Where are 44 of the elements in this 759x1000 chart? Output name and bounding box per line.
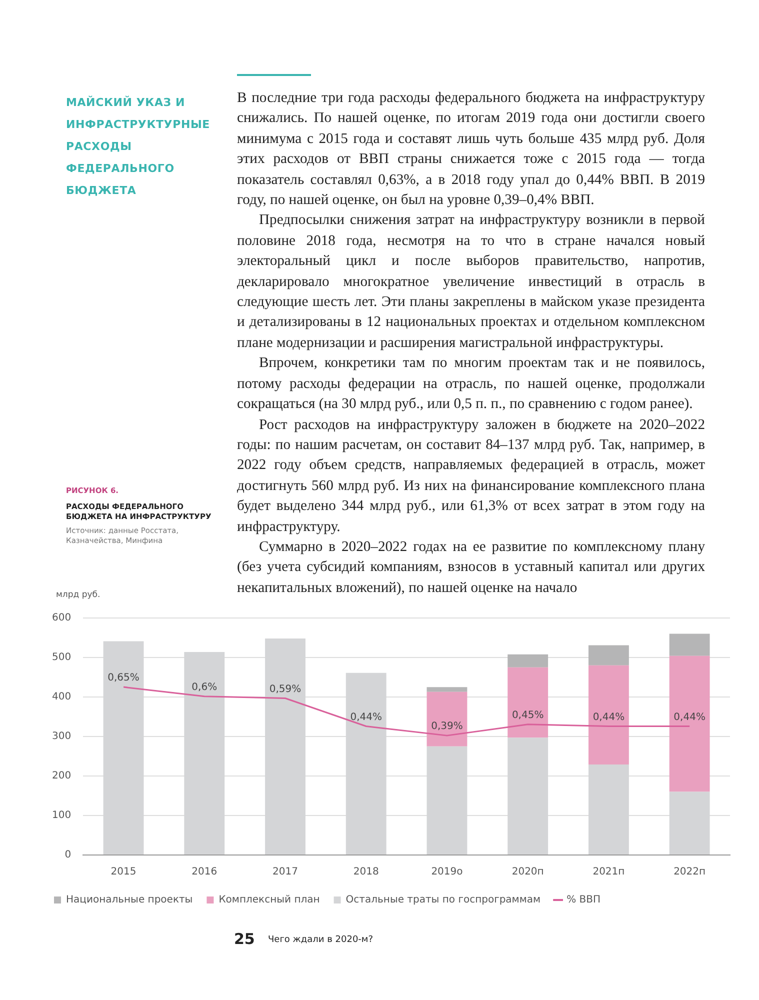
bar bbox=[426, 687, 468, 692]
bar bbox=[588, 645, 629, 666]
x-tick-label: 2016 bbox=[192, 866, 218, 878]
text: Предпосылки снижения затрат на инфраструктуру возникли в первой половине 2018 года, несмотря на то что в стране начался новый электоральный цикл и после выборов правительство, напротив, декларировало многократное увеличение инвестиций в отрасль в следующие шесть лет. Эти планы закреплены в майском указе президента и детализированы в 12 национальных проектах и отдельном комплексном плане модернизации и расширения магистральной инфраструктуры. bbox=[237, 211, 705, 353]
text: 25 bbox=[234, 930, 255, 948]
data-label: 0,44% bbox=[592, 712, 625, 723]
bar bbox=[669, 656, 710, 792]
data-label: 0,65% bbox=[108, 672, 140, 684]
x-tick-label: 2017 bbox=[272, 866, 298, 878]
bar bbox=[588, 665, 629, 765]
bar bbox=[508, 667, 548, 738]
text: Чего ждали в 2020-м? bbox=[268, 935, 373, 945]
text: Суммарно в 2020–2022 годах на ее развитие по комплексному плану (без учета субсидий компаниям, взносов в уставный капитал или других некапитальных вложений), по нашей оценке на начало bbox=[237, 538, 705, 598]
y-tick-label: 600 bbox=[52, 612, 72, 624]
bar bbox=[508, 654, 548, 668]
data-label: 0,44% bbox=[350, 712, 382, 723]
text: Рост расходов на инфраструктуру заложен в бюджете на 2020–2022 годы: по нашим расчетам, он составит 84–137 млрд руб. Так, например, в 2022 году объем средств, направляемых федерацией в отрасль, может достигнуть 560 млрд руб. Из них на финансирование комплексного плана будет выделено 344 млрд руб., или 61,3% от всех затрат в этом году на инфраструктуру. bbox=[237, 416, 705, 537]
x-tick-label: 2015 bbox=[110, 866, 136, 878]
y-tick-label: 500 bbox=[52, 652, 72, 664]
bar bbox=[426, 692, 468, 746]
y-tick-label: 100 bbox=[52, 810, 72, 822]
legend-label: Комплексный план bbox=[218, 894, 320, 906]
y-axis-title: млрд руб. bbox=[56, 590, 100, 600]
legend-label: % ВВП bbox=[566, 894, 600, 906]
bar bbox=[669, 634, 710, 656]
data-label: 0,6% bbox=[192, 682, 218, 693]
y-tick-label: 300 bbox=[52, 731, 72, 742]
x-tick-label: 2018 bbox=[353, 866, 379, 878]
data-label: 0,39% bbox=[431, 721, 463, 732]
x-tick-label: 2020п bbox=[512, 866, 544, 878]
y-tick-label: 400 bbox=[52, 692, 72, 703]
x-tick-label: 2019о bbox=[431, 866, 463, 878]
legend-label: Национальные проекты bbox=[66, 894, 193, 906]
text: МАЙСКИЙ УКАЗ И ИНФРАСТРУКТУРНЫЕ РАСХОДЫ ФЕДЕРАЛЬНОГО БЮДЖЕТА bbox=[66, 94, 211, 199]
data-label: 0,59% bbox=[269, 684, 302, 695]
x-tick-label: 2022п bbox=[674, 866, 706, 878]
x-tick-label: 2021п bbox=[592, 866, 625, 878]
y-tick-label: 0 bbox=[64, 850, 72, 861]
legend-label: Остальные траты по госпрограммам bbox=[346, 894, 541, 906]
data-label: 0,45% bbox=[512, 710, 544, 721]
data-label: 0,44% bbox=[674, 712, 706, 723]
text: Впрочем, конкретики там по многим проектам так и не появилось, потому расходы федерации на отрасль, по нашей оценке, продолжали сокращаться (на 30 млрд руб., или 0,5 п. п., по сравнению с годом ранее). bbox=[237, 354, 705, 414]
y-tick-label: 200 bbox=[52, 770, 72, 782]
text: В последние три года расходы федерального бюджета на инфраструктуру снижались. По нашей оценке, по итогам 2019 года они достигли своего минимума с 2015 года и составят лишь чуть больше 435 млрд руб. Доля этих расходов от ВВП страны снижается тоже с 2015 года — тогда показатель составлял 0,63%, а в 2018 году упал до 0,44% ВВП. В 2019 году, по нашей оценке, он был на уровне 0,39–0,4% ВВП. bbox=[237, 89, 705, 210]
